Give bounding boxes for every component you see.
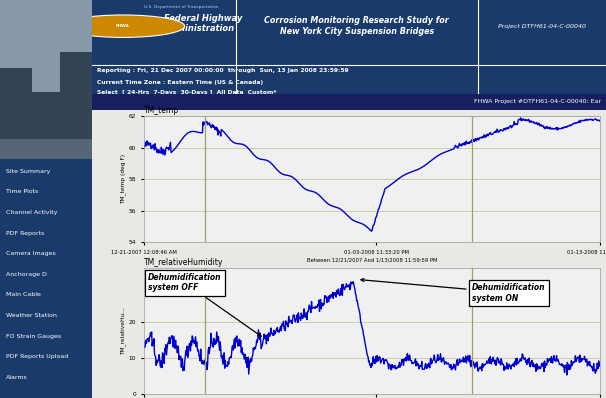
Text: TM_relativeHumidity: TM_relativeHumidity <box>144 258 223 267</box>
Text: FHWA Project #DTFH61-04-C-00040: Ear: FHWA Project #DTFH61-04-C-00040: Ear <box>474 100 601 104</box>
FancyBboxPatch shape <box>0 100 92 159</box>
Text: FO Strain Gauges: FO Strain Gauges <box>5 334 61 339</box>
Text: Current Time Zone : Eastern Time (US & Canada): Current Time Zone : Eastern Time (US & C… <box>97 80 264 84</box>
Text: Site Summary: Site Summary <box>5 169 50 174</box>
Text: Corrosion Monitoring Research Study for
New York City Suspension Bridges: Corrosion Monitoring Research Study for … <box>264 16 449 36</box>
FancyBboxPatch shape <box>32 92 60 139</box>
FancyBboxPatch shape <box>60 52 92 139</box>
Text: FHWA: FHWA <box>116 24 130 28</box>
Text: PDF Reports Upload: PDF Reports Upload <box>5 354 68 359</box>
Y-axis label: TM_temp (deg F): TM_temp (deg F) <box>120 154 125 204</box>
Text: TM_temp: TM_temp <box>144 106 179 115</box>
Text: U.S. Department of Transportation: U.S. Department of Transportation <box>144 5 218 9</box>
Text: Dehumidification
system ON: Dehumidification system ON <box>361 279 545 302</box>
Text: Federal Highway
Administration: Federal Highway Administration <box>164 14 242 33</box>
Text: Project DTFH61-04-C-00040: Project DTFH61-04-C-00040 <box>498 24 586 29</box>
X-axis label: Between 12/21/2007 And 1/13/2008 11:59:59 PM: Between 12/21/2007 And 1/13/2008 11:59:5… <box>307 258 437 263</box>
Text: Anchorage D: Anchorage D <box>5 272 47 277</box>
Text: Camera Images: Camera Images <box>5 251 55 256</box>
FancyBboxPatch shape <box>0 68 32 139</box>
Y-axis label: TM_relativeHu...: TM_relativeHu... <box>120 307 125 355</box>
FancyBboxPatch shape <box>0 0 92 100</box>
Text: Weather Station: Weather Station <box>5 313 56 318</box>
Text: Main Cable: Main Cable <box>5 293 41 297</box>
Text: Dehumidification
system OFF: Dehumidification system OFF <box>148 273 261 336</box>
Text: Reporting : Fri, 21 Dec 2007 00:00:00  through  Sun, 13 Jan 2008 23:59:59: Reporting : Fri, 21 Dec 2007 00:00:00 th… <box>97 68 349 73</box>
Text: PDF Reports: PDF Reports <box>5 230 44 236</box>
Text: Channel Activity: Channel Activity <box>5 210 57 215</box>
Circle shape <box>61 15 185 37</box>
Text: Time Plots: Time Plots <box>5 189 38 194</box>
Text: Select  [ 24-Hrs  7-Days  30-Days ]  All Data  Custom*: Select [ 24-Hrs 7-Days 30-Days ] All Dat… <box>97 90 277 95</box>
Text: Alarms: Alarms <box>5 375 27 380</box>
